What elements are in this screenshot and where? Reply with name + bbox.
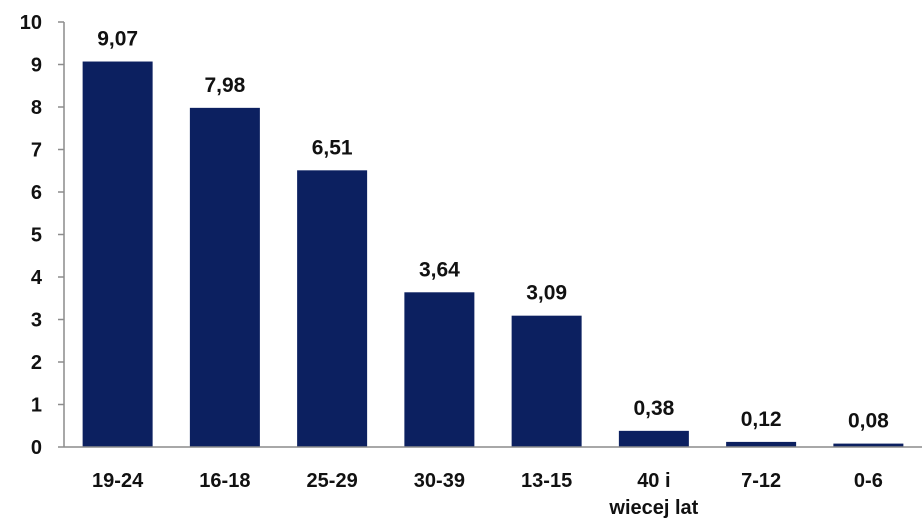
bar-30-39 bbox=[404, 292, 475, 447]
category-label-line: 13-15 bbox=[521, 470, 572, 492]
category-label-line: 19-24 bbox=[92, 470, 144, 492]
y-tick-label: 6 bbox=[31, 182, 42, 204]
y-tick-label: 1 bbox=[31, 395, 42, 417]
data-label: 7,98 bbox=[204, 74, 245, 97]
y-tick-label: 10 bbox=[20, 12, 42, 34]
category-label-line: 40 i bbox=[637, 470, 670, 492]
category-label-line: 16-18 bbox=[199, 470, 250, 492]
data-label: 0,08 bbox=[848, 410, 889, 433]
category-label: 40 i wiecej lat bbox=[608, 470, 698, 519]
data-label: 9,07 bbox=[97, 28, 138, 51]
category-label-line: wiecej lat bbox=[608, 497, 698, 519]
category-label-line: 7-12 bbox=[741, 470, 781, 492]
y-tick-label: 0 bbox=[31, 437, 42, 459]
category-label-line: 0-6 bbox=[854, 470, 883, 492]
data-label: 0,38 bbox=[633, 397, 674, 420]
y-tick-label: 7 bbox=[31, 140, 42, 162]
category-label: 30-39 bbox=[414, 470, 465, 492]
y-tick-label: 2 bbox=[31, 352, 42, 374]
y-tick-label: 8 bbox=[31, 97, 42, 119]
y-tick-label: 3 bbox=[31, 310, 42, 332]
data-label: 3,09 bbox=[526, 282, 567, 305]
data-label: 0,12 bbox=[741, 408, 782, 431]
bar-40-i-wiecej-lat bbox=[618, 430, 689, 447]
bars bbox=[82, 61, 904, 448]
bar-25-29 bbox=[297, 170, 368, 447]
category-label: 0-6 bbox=[854, 470, 883, 492]
category-label-line: 25-29 bbox=[307, 470, 358, 492]
category-label: 7-12 bbox=[741, 470, 781, 492]
category-label: 16-18 bbox=[199, 470, 250, 492]
category-labels: 19-24 16-18 25-29 30-39 13-15 40 i wiecej lat 7… bbox=[92, 470, 883, 519]
category-label: 25-29 bbox=[307, 470, 358, 492]
data-labels: 9,07 7,98 6,51 3,64 3,09 0,38 0,12 0,08 bbox=[97, 28, 889, 433]
bar-13-15 bbox=[511, 315, 582, 447]
category-label-line: 30-39 bbox=[414, 470, 465, 492]
data-label: 6,51 bbox=[312, 136, 353, 159]
category-label: 19-24 bbox=[92, 470, 144, 492]
y-tick-label: 4 bbox=[31, 267, 43, 289]
y-axis-ticks: 0 1 2 3 4 5 6 7 8 9 10 bbox=[20, 12, 64, 459]
y-tick-label: 9 bbox=[31, 55, 42, 77]
bar-19-24 bbox=[82, 61, 153, 448]
bar-0-6 bbox=[833, 443, 904, 447]
category-label: 13-15 bbox=[521, 470, 572, 492]
bar-7-12 bbox=[726, 441, 797, 447]
data-label: 3,64 bbox=[419, 258, 460, 281]
bar-16-18 bbox=[189, 107, 260, 447]
y-tick-label: 5 bbox=[31, 225, 42, 247]
